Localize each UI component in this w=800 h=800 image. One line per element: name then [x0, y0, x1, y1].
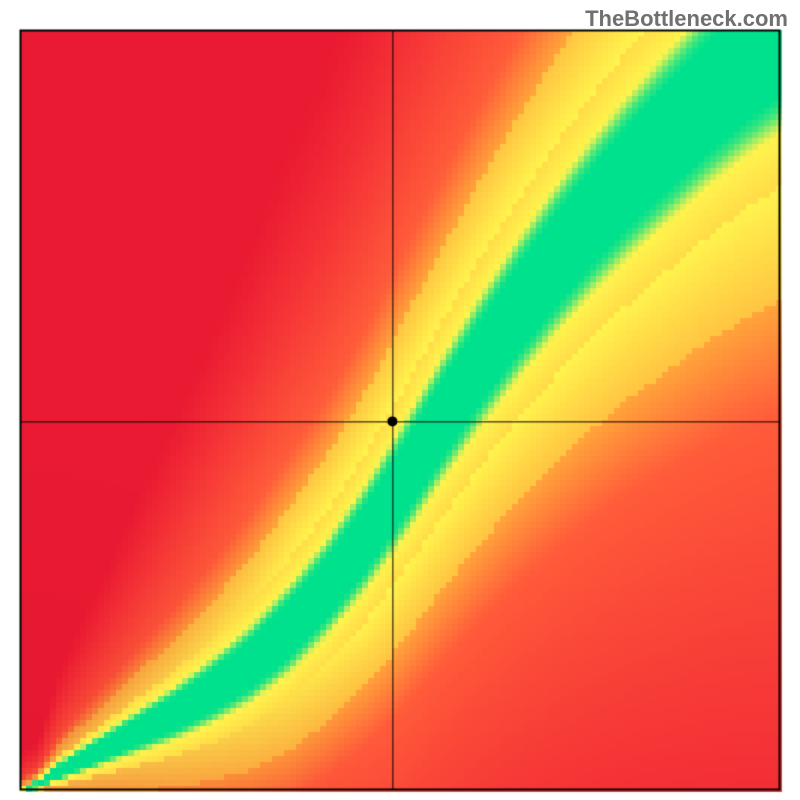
- chart-container: { "meta": { "watermark": "TheBottleneck.…: [0, 0, 800, 800]
- bottleneck-heatmap: [0, 0, 800, 800]
